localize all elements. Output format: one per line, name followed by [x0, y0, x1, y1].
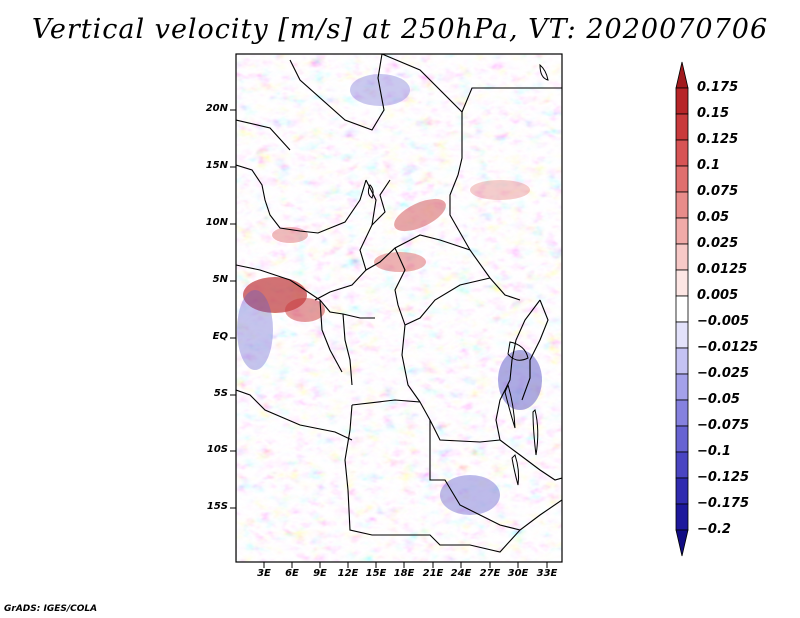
- colorbar-label: 0.05: [697, 210, 730, 225]
- colorbar-band: [675, 139, 689, 167]
- lon-label: 3E: [257, 568, 271, 579]
- colorbar-label: −0.025: [697, 366, 750, 381]
- colorbar-label: −0.1: [697, 444, 731, 459]
- colorbar-band: [675, 113, 689, 141]
- colorbar-label: −0.0125: [697, 340, 759, 355]
- colorbar-band: [675, 191, 689, 219]
- lat-label: 10N: [205, 217, 228, 228]
- colorbar-band: [675, 321, 689, 349]
- lon-label: 12E: [337, 568, 359, 579]
- lon-label: 21E: [422, 568, 444, 579]
- colorbar-label: 0.075: [697, 184, 739, 199]
- colorbar-band: [675, 295, 689, 323]
- lakes: [367, 63, 549, 486]
- map-frame: [235, 53, 563, 563]
- colorbar-band: [675, 477, 689, 505]
- colorbar-band: [675, 347, 689, 375]
- country-borders: [236, 54, 562, 560]
- lat-label: 10S: [206, 444, 228, 455]
- lon-label: 24E: [450, 568, 472, 579]
- colorbar-band: [675, 373, 689, 401]
- colorbar-band: [675, 87, 689, 115]
- colorbar-band: [675, 451, 689, 479]
- lat-label: 15S: [206, 501, 228, 512]
- grads-credit: GrADS: IGES/COLA: [4, 604, 98, 614]
- colorbar-label: −0.05: [697, 392, 740, 407]
- colorbar-label: 0.1: [697, 158, 721, 173]
- lon-label: 27E: [479, 568, 501, 579]
- colorbar-band: [675, 529, 689, 557]
- colorbar-label: 0.025: [697, 236, 739, 251]
- colorbar-label: 0.125: [697, 132, 739, 147]
- colorbar-band: [675, 399, 689, 427]
- lon-label: 18E: [393, 568, 415, 579]
- colorbar-label: −0.175: [697, 496, 750, 511]
- colorbar-label: −0.2: [697, 522, 731, 537]
- lat-label: EQ: [212, 331, 228, 342]
- colorbar-label: −0.125: [697, 470, 750, 485]
- colorbar-band: [675, 61, 689, 89]
- colorbar-band: [675, 503, 689, 531]
- lon-label: 15E: [365, 568, 387, 579]
- lat-label: 5N: [212, 274, 228, 285]
- colorbar-band: [675, 165, 689, 193]
- lat-label: 5S: [213, 388, 228, 399]
- lat-label: 20N: [205, 103, 228, 114]
- chart-title: Vertical velocity [m/s] at 250hPa, VT: 2…: [31, 14, 769, 45]
- colorbar-band: [675, 425, 689, 453]
- colorbar-label: 0.175: [697, 80, 739, 95]
- axis-ticks: [230, 109, 548, 568]
- lat-label: 15N: [205, 160, 228, 171]
- lon-label: 33E: [536, 568, 558, 579]
- colorbar-label: 0.0125: [697, 262, 748, 277]
- colorbar-band: [675, 243, 689, 271]
- colorbar-band: [675, 217, 689, 245]
- colorbar-band: [675, 269, 689, 297]
- lon-label: 30E: [507, 568, 529, 579]
- lon-label: 6E: [285, 568, 299, 579]
- colorbar: [675, 61, 689, 557]
- lon-label: 9E: [313, 568, 327, 579]
- colorbar-label: −0.005: [697, 314, 750, 329]
- colorbar-label: 0.005: [697, 288, 739, 303]
- colorbar-label: −0.075: [697, 418, 750, 433]
- colorbar-label: 0.15: [697, 106, 730, 121]
